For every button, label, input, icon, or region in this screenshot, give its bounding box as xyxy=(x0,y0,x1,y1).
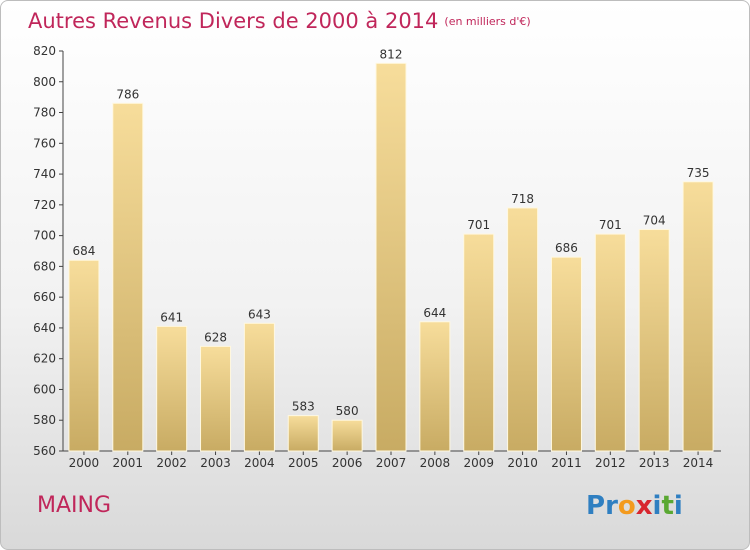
value-label-2004: 643 xyxy=(248,307,271,321)
value-label-2007: 812 xyxy=(380,47,403,61)
x-tick-label-2003: 2003 xyxy=(200,456,231,470)
value-label-2010: 718 xyxy=(511,192,534,206)
bar-2012 xyxy=(594,233,626,452)
bar-2003 xyxy=(200,345,232,452)
y-tick-label: 620 xyxy=(33,352,56,366)
y-tick-label: 760 xyxy=(33,136,56,150)
y-tick-label: 660 xyxy=(33,290,56,304)
bar-2000 xyxy=(68,259,100,452)
bar-2008 xyxy=(419,321,451,452)
bar-2007 xyxy=(375,62,407,452)
bar-2013 xyxy=(638,228,670,452)
value-label-2000: 684 xyxy=(72,244,95,258)
y-tick-label: 680 xyxy=(33,259,56,273)
bar-2006 xyxy=(331,419,363,452)
value-label-2014: 735 xyxy=(687,166,710,180)
logo-letter: i xyxy=(652,491,662,521)
value-label-2002: 641 xyxy=(160,310,183,324)
bar-2009 xyxy=(463,233,495,452)
x-tick-label-2011: 2011 xyxy=(551,456,582,470)
bar-2002 xyxy=(156,325,188,452)
axes: 560 580 600 620 640 660 680 700 720 740 760 780 800 8… xyxy=(33,44,721,470)
logo-letter: o xyxy=(617,491,636,521)
y-tick-label: 560 xyxy=(33,444,56,458)
x-tick-label-2009: 2009 xyxy=(463,456,494,470)
y-tick-label: 780 xyxy=(33,106,56,120)
y-tick-label: 700 xyxy=(33,229,56,243)
bar-2014 xyxy=(682,181,714,452)
y-tick-label: 720 xyxy=(33,198,56,212)
value-label-2012: 701 xyxy=(599,218,622,232)
city-name: MAING xyxy=(37,493,112,518)
x-tick-label-2005: 2005 xyxy=(288,456,319,470)
logo-letter: r xyxy=(605,491,618,521)
chart-title: Autres Revenus Divers de 2000 à 2014 (en … xyxy=(28,9,531,33)
logo-letter: x xyxy=(635,491,653,521)
x-tick-label-2013: 2013 xyxy=(639,456,670,470)
x-tick-label-2012: 2012 xyxy=(595,456,626,470)
x-tick-label-2008: 2008 xyxy=(420,456,451,470)
bar-2005 xyxy=(287,415,319,452)
y-tick-label: 580 xyxy=(33,413,56,427)
value-label-2013: 704 xyxy=(643,213,666,227)
bars: 684 786 641 628 643 583 580 812 644 701 718 686 701 7… xyxy=(68,47,714,452)
x-tick-label-2007: 2007 xyxy=(376,456,407,470)
y-tick-label: 640 xyxy=(33,321,56,335)
y-tick-label: 800 xyxy=(33,75,56,89)
logo-letter: t xyxy=(661,491,674,521)
x-tick-label-2006: 2006 xyxy=(332,456,363,470)
value-label-2005: 583 xyxy=(292,400,315,414)
value-label-2003: 628 xyxy=(204,330,227,344)
x-tick-label-2000: 2000 xyxy=(69,456,100,470)
value-label-2001: 786 xyxy=(116,87,139,101)
y-tick-label: 600 xyxy=(33,382,56,396)
y-tick-label: 820 xyxy=(33,44,56,58)
value-label-2009: 701 xyxy=(467,218,490,232)
bar-2001 xyxy=(112,102,144,452)
value-label-2011: 686 xyxy=(555,241,578,255)
y-tick-label: 740 xyxy=(33,167,56,181)
value-label-2008: 644 xyxy=(423,306,446,320)
value-label-2006: 580 xyxy=(336,404,359,418)
x-tick-label-2004: 2004 xyxy=(244,456,275,470)
chart-title-text: Autres Revenus Divers de 2000 à 2014 xyxy=(28,9,439,33)
chart-unit: (en milliers d'€) xyxy=(444,15,531,28)
x-tick-label-2014: 2014 xyxy=(683,456,714,470)
x-tick-label-2001: 2001 xyxy=(113,456,144,470)
x-tick-label-2002: 2002 xyxy=(156,456,187,470)
proxiti-logo[interactable]: Proxiti xyxy=(586,491,683,521)
logo-letter: i xyxy=(673,491,683,521)
x-tick-label-2010: 2010 xyxy=(507,456,538,470)
bar-2004 xyxy=(243,322,275,452)
logo-letter: P xyxy=(586,491,606,521)
bar-2010 xyxy=(507,207,539,452)
bar-2011 xyxy=(550,256,582,452)
